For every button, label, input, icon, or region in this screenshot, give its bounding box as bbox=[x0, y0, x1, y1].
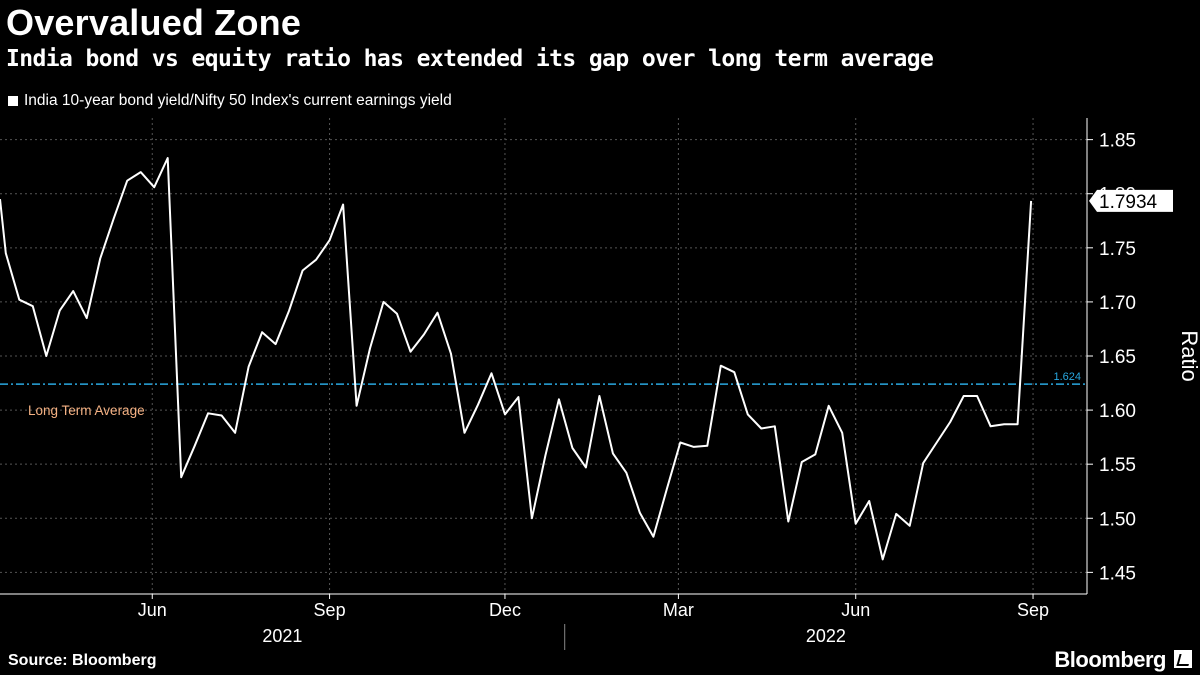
y-tick-label: 1.65 bbox=[1099, 347, 1136, 368]
last-value-box bbox=[1089, 189, 1173, 212]
y-tick-label: 1.60 bbox=[1099, 401, 1136, 422]
y-tick-label: 1.85 bbox=[1099, 131, 1136, 152]
legend-label: India 10-year bond yield/Nifty 50 Index'… bbox=[24, 92, 452, 109]
last-value-label: 1.7934 bbox=[1099, 192, 1158, 213]
x-tick-label: Jun bbox=[841, 600, 870, 620]
last-value-callout: 1.7934 bbox=[1089, 189, 1173, 213]
brand-logo-text: Bloomberg bbox=[1054, 647, 1166, 672]
legend: India 10-year bond yield/Nifty 50 Index'… bbox=[8, 92, 452, 110]
y-tick-label: 1.45 bbox=[1099, 563, 1136, 584]
y-axis-title: Ratio bbox=[1177, 330, 1200, 381]
x-tick-label: Dec bbox=[489, 600, 521, 620]
y-tick-label: 1.70 bbox=[1099, 293, 1136, 314]
bloomberg-terminal-icon bbox=[1174, 650, 1192, 668]
long-term-average-value: 1.624 bbox=[1053, 371, 1081, 383]
x-tick-label: Sep bbox=[1017, 600, 1049, 620]
chart-title: Overvalued Zone bbox=[6, 2, 302, 43]
x-tick-label: Jun bbox=[138, 600, 167, 620]
x-tick-label: Sep bbox=[314, 600, 346, 620]
x-year-label: 2021 bbox=[262, 626, 302, 646]
x-year-label: 2022 bbox=[806, 626, 846, 646]
legend-swatch bbox=[8, 96, 18, 106]
series-line bbox=[0, 157, 1033, 561]
y-tick-label: 1.75 bbox=[1099, 239, 1136, 260]
source-note: Source: Bloomberg bbox=[8, 652, 157, 669]
long-term-average-label: Long Term Average bbox=[28, 403, 145, 418]
x-tick-label: Mar bbox=[663, 600, 694, 620]
y-tick-label: 1.50 bbox=[1099, 509, 1136, 530]
y-tick-label: 1.55 bbox=[1099, 455, 1136, 476]
chart-subtitle: India bond vs equity ratio has extended … bbox=[6, 46, 934, 72]
